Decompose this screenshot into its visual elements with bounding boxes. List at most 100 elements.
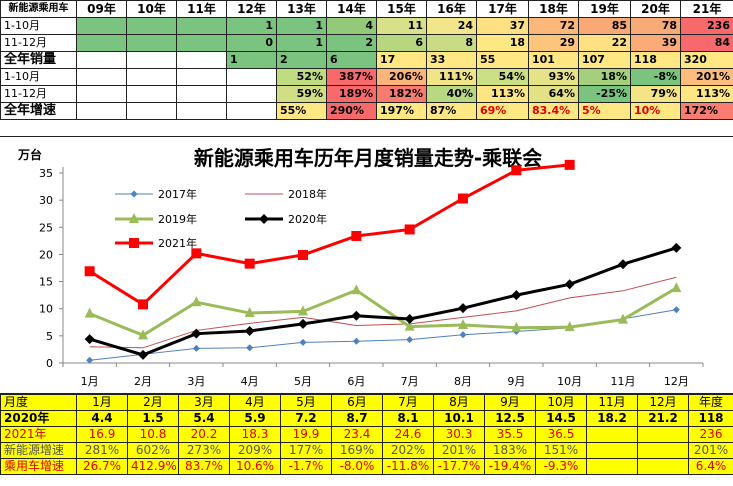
data-cell: 172% [680,102,733,120]
data-point [138,349,148,360]
data-cell: 6 [326,51,377,69]
data-cell [637,458,689,475]
data-point [564,321,575,332]
data-point [672,306,680,314]
data-cell [586,426,638,443]
year-header-cell: 18年 [528,0,579,18]
table-row: 11-12月 59% 189% 182% 40% 113% 64% -25% 79% 113% [0,85,733,103]
data-cell: 83.4% [528,102,579,120]
legend-label: 2019年 [158,212,197,226]
column-header: 7月 [382,394,434,411]
data-point [351,284,362,295]
data-cell: 10.6% [229,458,281,475]
data-cell: 5.9 [229,410,281,427]
y-tick-label: 10 [39,303,53,316]
data-cell: 64% [528,85,579,103]
row-label: 2021年 [0,426,77,443]
data-cell: 113% [680,85,733,103]
data-point [192,344,200,352]
data-cell: 30.3 [433,426,485,443]
legend-marker [129,213,139,223]
data-point [564,159,575,170]
data-cell: 18.3 [229,426,281,443]
data-cell: 52% [276,68,327,86]
data-cell [126,68,177,86]
y-tick-label: 5 [46,330,53,343]
data-cell [126,34,177,52]
row-label: 新能源增速 [0,442,77,459]
data-cell: 412.9% [127,458,179,475]
data-cell [126,17,177,35]
year-header-cell: 13年 [276,0,327,18]
data-cell: 101 [528,51,579,69]
data-point [406,336,414,344]
data-cell: 37 [476,17,529,35]
data-cell: 26.7% [76,458,128,475]
data-cell: 24 [426,17,477,35]
data-cell: 2 [326,34,377,52]
line-chart: 新能源乘用车历年月度销量走势-乘联会 万台 0 5 10 15 20 25 30 35 1月 2月 3月… [17,146,704,388]
data-cell: -25% [578,85,631,103]
data-point [352,337,360,345]
column-header: 9月 [484,394,536,411]
column-header: 8月 [433,394,485,411]
data-cell: 5% [578,102,631,120]
data-point [511,165,522,176]
data-cell: 10.8 [127,426,179,443]
data-cell: 18 [476,34,529,52]
data-cell: 40% [426,85,477,103]
x-tick-label: 12月 [664,375,689,388]
column-header: 3月 [178,394,230,411]
row-label: 1-10月 [0,17,77,35]
data-cell: 197% [376,102,427,120]
table-row: 2020年 4.4 1.5 5.4 5.9 7.2 8.7 8.1 10.1 12.5 14.5 18… [0,410,733,427]
data-cell: 201% [688,442,733,459]
data-cell [176,68,227,86]
data-point [84,266,95,277]
y-tick-label: 30 [39,194,53,207]
data-cell: 29 [528,34,579,52]
row-label: 11-12月 [0,85,77,103]
data-cell: 5.4 [178,410,230,427]
data-cell: 33 [426,51,477,69]
data-point [298,249,308,260]
column-header: 6月 [331,394,383,411]
data-point [191,248,202,259]
data-cell [226,85,277,103]
data-point [458,193,468,204]
data-cell: 1.5 [127,410,179,427]
data-cell: 7.2 [280,410,332,427]
data-cell: 320 [680,51,733,69]
data-cell: 8.1 [382,410,434,427]
data-cell: 21.2 [637,410,689,427]
column-header: 10月 [535,394,587,411]
data-cell: 19.9 [280,426,332,443]
data-cell [586,442,638,459]
data-cell: 23.4 [331,426,383,443]
data-cell: 55 [476,51,529,69]
row-label: 11-12月 [0,34,77,52]
data-cell: 6.4% [688,458,733,475]
data-cell [586,458,638,475]
bottom-table-header-row: 月度 1月 2月 3月 4月 5月 6月 7月 8月 9月 10月 11月 12月 年度 [0,394,733,411]
data-cell: 182% [376,85,427,103]
table-row: 全年销量 1 2 6 17 33 55 101 107 118 320 [0,51,733,69]
table-row: 全年增速 55% 290% 197% 87% 69% 83.4% 5% 10% 172% [0,102,733,120]
row-label: 乘用车增速 [0,458,77,475]
x-tick-label: 10月 [557,375,582,388]
x-tick-label: 1月 [81,375,99,388]
data-cell: 183% [484,442,536,459]
data-point [138,299,148,310]
data-cell: 72 [528,17,579,35]
column-header: 5月 [280,394,332,411]
series-line [89,276,677,349]
top-summary-table: 新能源乘用车 09年 10年 11年 12年 13年 14年 15年 16年 17年 18年 19年 2… [0,0,733,120]
data-cell [176,34,227,52]
data-cell: 54% [476,68,529,86]
data-cell: 17 [376,51,427,69]
y-tick-label: 15 [39,276,53,289]
y-tick-label: 20 [39,248,53,261]
series-line [88,163,570,307]
data-cell: 79% [630,85,681,103]
data-cell: -19.4% [484,458,536,475]
